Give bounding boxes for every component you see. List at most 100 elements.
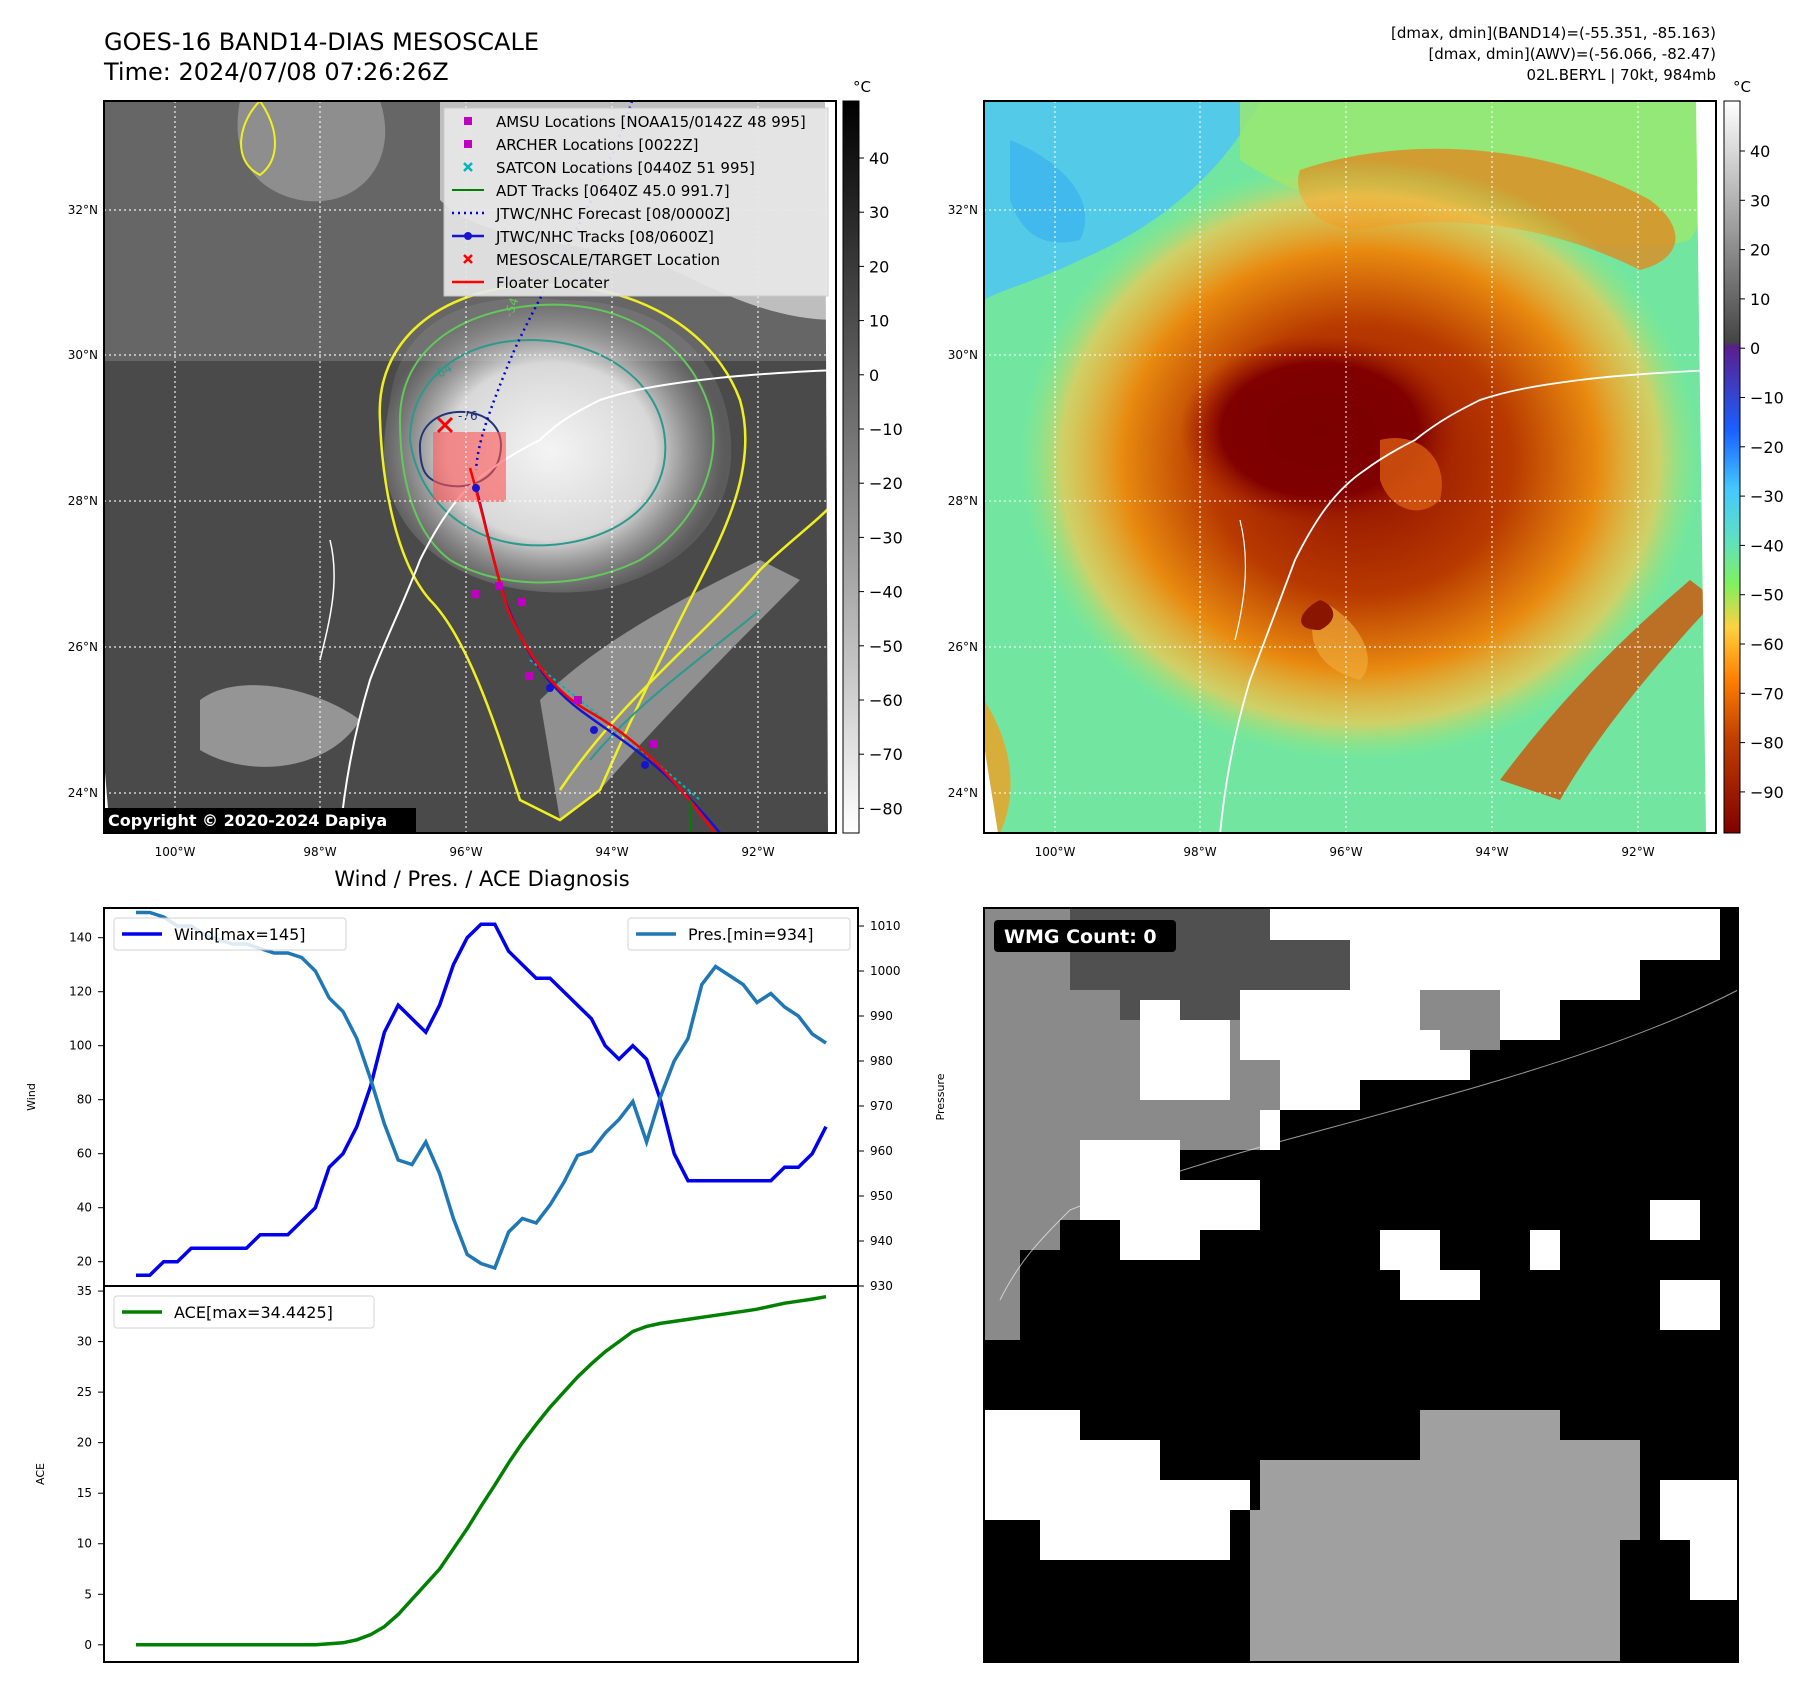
legend-forecast-label: JTWC/NHC Forecast [08/0000Z] <box>495 205 730 223</box>
pressure-axis-tick-label: 1000 <box>870 964 901 978</box>
colorbar-tick-label: −40 <box>1750 536 1784 555</box>
colorbar-tick-label: −50 <box>869 637 903 656</box>
awv-gridlines <box>984 101 1716 833</box>
ir-lat-label: 24°N <box>68 786 98 800</box>
colorbar-tick-label: −20 <box>869 474 903 493</box>
ace-axis-tick-label: 20 <box>77 1436 92 1450</box>
colorbar-tick-label: 20 <box>1750 241 1770 260</box>
colorbar-tick-label: 0 <box>869 366 879 385</box>
ir-lat-label: 32°N <box>68 203 98 217</box>
ir-target-marker <box>436 416 454 434</box>
awv-dry-blue-core <box>1010 140 1086 243</box>
colorbar-tick-label: 20 <box>869 257 889 276</box>
wmg-white-region-south <box>984 1410 1250 1560</box>
ir-track-point <box>641 761 649 769</box>
ir-legend-box <box>443 107 829 297</box>
pressure-axis-label: Pressure <box>934 1073 947 1120</box>
ir-storm-shield <box>384 298 732 593</box>
awv-lat-label: 24°N <box>948 786 978 800</box>
ir-contour-yellow-west <box>240 101 276 177</box>
info-storm: 02L.BERYL | 70kt, 984mb <box>1526 66 1716 84</box>
ir-archer-marker <box>650 740 658 748</box>
ir-coastline-inland <box>319 539 335 661</box>
wind-legend-label: Wind[max=145] <box>174 925 306 944</box>
colorbar-tick-label: −30 <box>1750 487 1784 506</box>
legend-archer-marker <box>464 140 472 148</box>
pressure-axis-tick-label: 1010 <box>870 919 901 933</box>
colorbar-tick-label: 0 <box>1750 339 1760 358</box>
awv-colorbar-gradient <box>1723 100 1741 834</box>
wmg-panel: WMG Count: 0 <box>983 907 1739 1663</box>
ir-track-point <box>590 726 598 734</box>
awv-edge-cutout-left <box>984 745 998 833</box>
colorbar-tick-label: −10 <box>1750 389 1784 408</box>
ace-axis-tick-label: 15 <box>77 1486 92 1500</box>
colorbar-tick-label: 40 <box>1750 142 1770 161</box>
ir-upper-left-cloud <box>237 101 386 202</box>
awv-lon-label: 98°W <box>1183 845 1216 859</box>
legend-satcon-marker <box>463 162 473 172</box>
copyright-box <box>104 808 416 832</box>
wind-legend-box <box>113 917 347 951</box>
ir-lon-label: 98°W <box>303 845 336 859</box>
info-awv-range: [dmax, dmin](AWV)=(-56.066, -82.47) <box>1428 45 1716 63</box>
awv-rainband-sw <box>1500 580 1716 800</box>
wind-series-line <box>136 922 828 1277</box>
awv-map-panel: 32°N 30°N 28°N 26°N 24°N 100°W 98°W 96°W… <box>948 100 1717 859</box>
colorbar-tick-label: −60 <box>1750 635 1784 654</box>
ace-series-line <box>136 1294 827 1647</box>
ir-contour-green <box>398 303 715 584</box>
wmg-white-region-se <box>1660 1480 1738 1600</box>
ace-legend-label: ACE[max=34.4425] <box>174 1303 333 1322</box>
colorbar-tick-label: 30 <box>1750 191 1770 210</box>
awv-colorbar: °C 40 30 20 10 0 −10 −20 −30 −40 −50 −60 −70 −80 −90 <box>1723 78 1784 834</box>
awv-lon-label: 100°W <box>1035 845 1076 859</box>
wind-legend: Wind[max=145] <box>113 917 347 951</box>
pressure-axis-tick-label: 930 <box>870 1279 893 1293</box>
ace-axis-tick-label: 25 <box>77 1385 92 1399</box>
figure-time: Time: 2024/07/08 07:26:26Z <box>103 58 449 86</box>
legend-floater-label: Floater Locater <box>496 274 610 292</box>
pressure-axis-tick-label: 990 <box>870 1009 893 1023</box>
awv-lat-label: 26°N <box>948 640 978 654</box>
legend-amsu-label: AMSU Locations [NOAA15/0142Z 48 995] <box>496 113 806 131</box>
ir-lat-label: 26°N <box>68 640 98 654</box>
wmg-label-box <box>994 920 1176 952</box>
legend-archer-label: ARCHER Locations [0022Z] <box>496 136 699 154</box>
legend-track-label: JTWC/NHC Tracks [08/0600Z] <box>495 228 714 246</box>
colorbar-tick-label: 10 <box>869 312 889 331</box>
awv-dry-northwest <box>984 101 1260 300</box>
ir-rainband <box>540 560 800 820</box>
ir-track-point <box>472 484 480 492</box>
colorbar-tick-label: 10 <box>1750 290 1770 309</box>
ir-contour-teal-band <box>589 609 761 761</box>
wind-axis-label: Wind <box>25 1083 38 1111</box>
pressure-axis-tick-label: 960 <box>870 1144 893 1158</box>
ir-lat-label: 28°N <box>68 494 98 508</box>
pressure-legend-box <box>627 917 851 951</box>
awv-lon-label: 94°W <box>1475 845 1508 859</box>
awv-coastline-inland <box>1234 519 1247 641</box>
ir-amsu-marker <box>471 590 479 598</box>
copyright-text: Copyright © 2020-2024 Dapiya <box>108 811 387 830</box>
colorbar-tick-label: −50 <box>1750 586 1784 605</box>
wind-pressure-panel: Wind / Pres. / ACE Diagnosis Wind Pressu… <box>25 867 947 1293</box>
ir-amsu-marker <box>525 672 533 680</box>
ace-panel: ACE 0 5 10 15 20 25 30 35 ACE[max=34.4425] <box>34 1284 859 1663</box>
pressure-axis-tick-label: 950 <box>870 1189 893 1203</box>
pressure-axis-tick-label: 940 <box>870 1234 893 1248</box>
wmg-coast <box>999 989 1738 1301</box>
colorbar-tick-label: −40 <box>869 583 903 602</box>
wmg-count-label: WMG Count: 0 <box>1004 926 1157 948</box>
colorbar-tick-label: −70 <box>1750 684 1784 703</box>
ace-frame <box>103 1285 859 1663</box>
ir-satcon-track <box>529 659 701 801</box>
ir-contour-label-76: -76 <box>458 409 478 423</box>
colorbar-tick-label: −60 <box>869 691 903 710</box>
ace-axis-label: ACE <box>34 1463 47 1485</box>
awv-edge-cutout-right <box>1696 101 1716 833</box>
legend-amsu-marker <box>464 117 472 125</box>
wind-axis-tick-label: 60 <box>77 1147 92 1161</box>
colorbar-tick-label: −20 <box>1750 438 1784 457</box>
wmg-frame <box>983 907 1739 1663</box>
